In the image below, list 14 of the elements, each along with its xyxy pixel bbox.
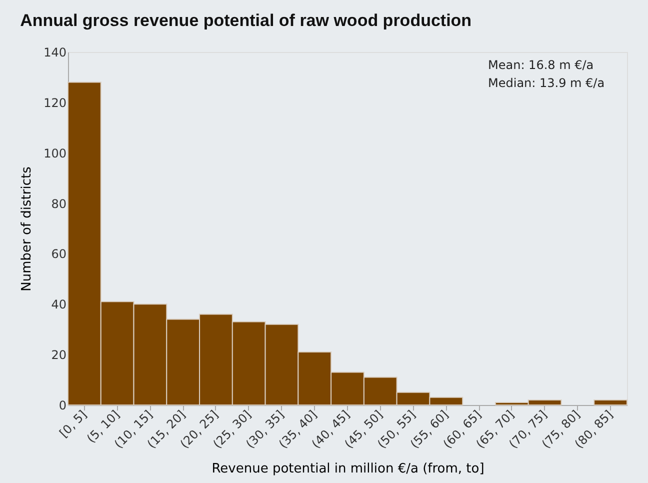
y-tick-label: 120 [44,96,66,110]
y-tick-label: 80 [51,196,66,211]
y-tick-label: 40 [51,298,66,312]
annotation: Mean: 16.8 m €/a [488,58,594,72]
y-axis-title: Number of districts [20,166,35,292]
bar [594,399,628,406]
y-tick-label: 140 [44,46,66,60]
chart-title: Annual gross revenue potential of raw wood production [20,11,472,30]
annotation: Median: 13.9 m €/a [488,76,605,90]
y-tick-label: 60 [51,247,66,262]
y-tick-label: 0 [58,398,66,412]
y-tick-label: 100 [44,146,66,160]
x-axis-title: Revenue potential in million €/a (from, to] [212,461,484,476]
y-tick-label: 20 [51,348,66,362]
